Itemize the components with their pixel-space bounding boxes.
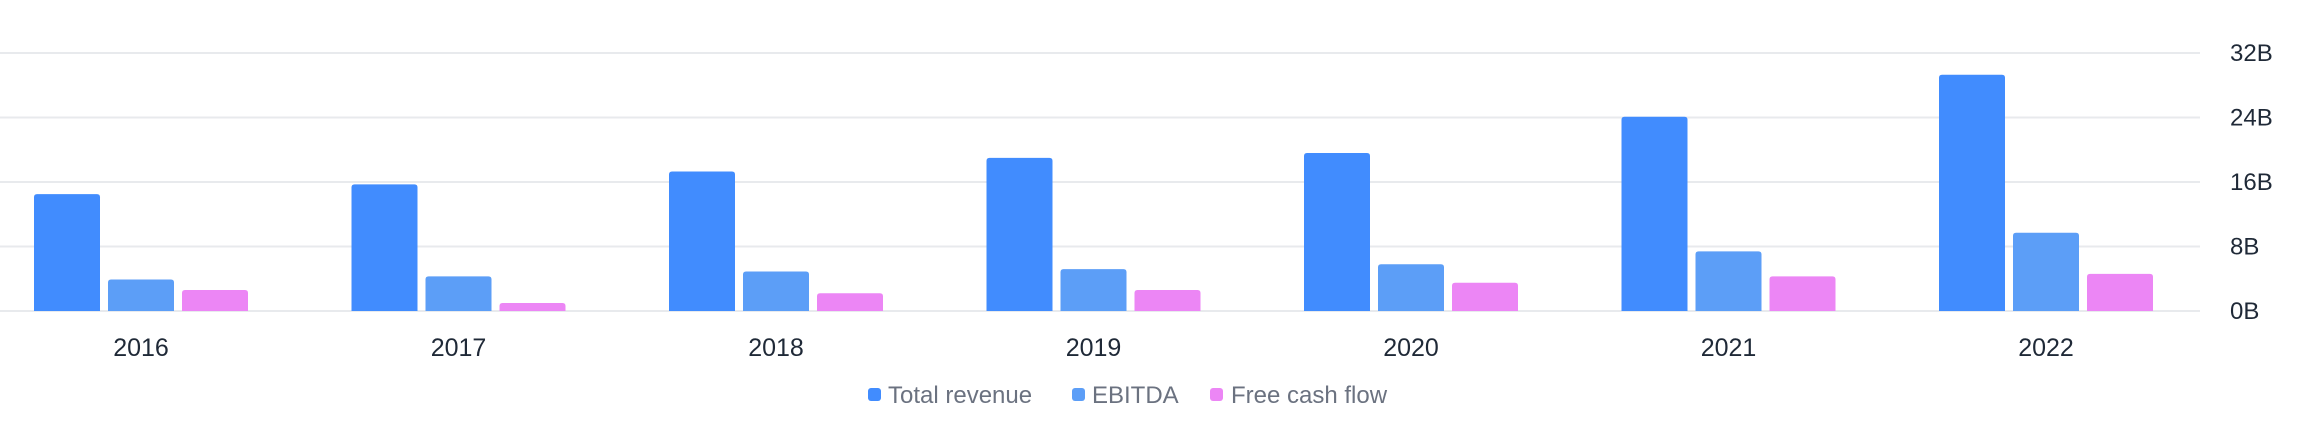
bar-ebitda-2020[interactable] [1378,264,1444,311]
legend-item-free-cash-flow[interactable]: Free cash flow [1210,382,1388,409]
x-tick-label: 2020 [1383,334,1439,362]
legend-swatch [1210,388,1223,401]
legend-item-ebitda[interactable]: EBITDA [1072,382,1179,409]
y-tick-label: 32B [2230,40,2273,67]
legend-item-total-revenue[interactable]: Total revenue [868,382,1032,409]
bar-total-revenue-2016[interactable] [34,194,100,311]
bar-ebitda-2021[interactable] [1695,251,1762,311]
y-tick-label: 16B [2230,169,2273,196]
x-tick-label: 2016 [113,334,169,362]
x-tick-label: 2017 [431,334,487,362]
legend-swatch [1072,388,1085,401]
bar-total-revenue-2022[interactable] [1939,74,2005,311]
legend-label: EBITDA [1092,382,1179,409]
y-tick-label: 24B [2230,105,2273,132]
bar-ebitda-2022[interactable] [2013,232,2079,311]
bar-total-revenue-2019[interactable] [986,157,1053,311]
bars [34,74,2153,311]
legend-swatch [868,388,881,401]
y-axis-ticks: 0B 8B 16B 24B 32B [2230,40,2273,325]
bar-free-cash-flow-2018[interactable] [817,293,883,311]
legend-label: Free cash flow [1231,382,1388,409]
x-tick-label: 2021 [1701,334,1757,362]
bar-free-cash-flow-2016[interactable] [182,290,248,311]
bar-ebitda-2017[interactable] [425,276,492,311]
y-tick-label: 0B [2230,298,2259,325]
y-tick-label: 8B [2230,234,2259,261]
bar-free-cash-flow-2019[interactable] [1134,290,1201,311]
x-tick-label: 2019 [1066,334,1122,362]
legend-label: Total revenue [888,382,1032,409]
legend[interactable]: Total revenue EBITDA Free cash flow [868,382,1388,409]
bar-free-cash-flow-2022[interactable] [2087,273,2153,311]
x-tick-label: 2022 [2018,334,2074,362]
x-axis-ticks: 2016 2017 2018 2019 2020 2021 2022 [113,334,2074,362]
x-tick-label: 2018 [748,334,804,362]
bar-total-revenue-2018[interactable] [669,171,735,311]
bar-ebitda-2018[interactable] [743,271,809,311]
bar-total-revenue-2017[interactable] [351,184,418,311]
bar-ebitda-2019[interactable] [1060,269,1127,311]
bar-ebitda-2016[interactable] [108,279,174,311]
bar-free-cash-flow-2021[interactable] [1769,276,1836,311]
bar-free-cash-flow-2017[interactable] [499,302,566,311]
bar-total-revenue-2020[interactable] [1304,152,1370,311]
bar-total-revenue-2021[interactable] [1621,116,1688,311]
bar-free-cash-flow-2020[interactable] [1452,282,1518,311]
